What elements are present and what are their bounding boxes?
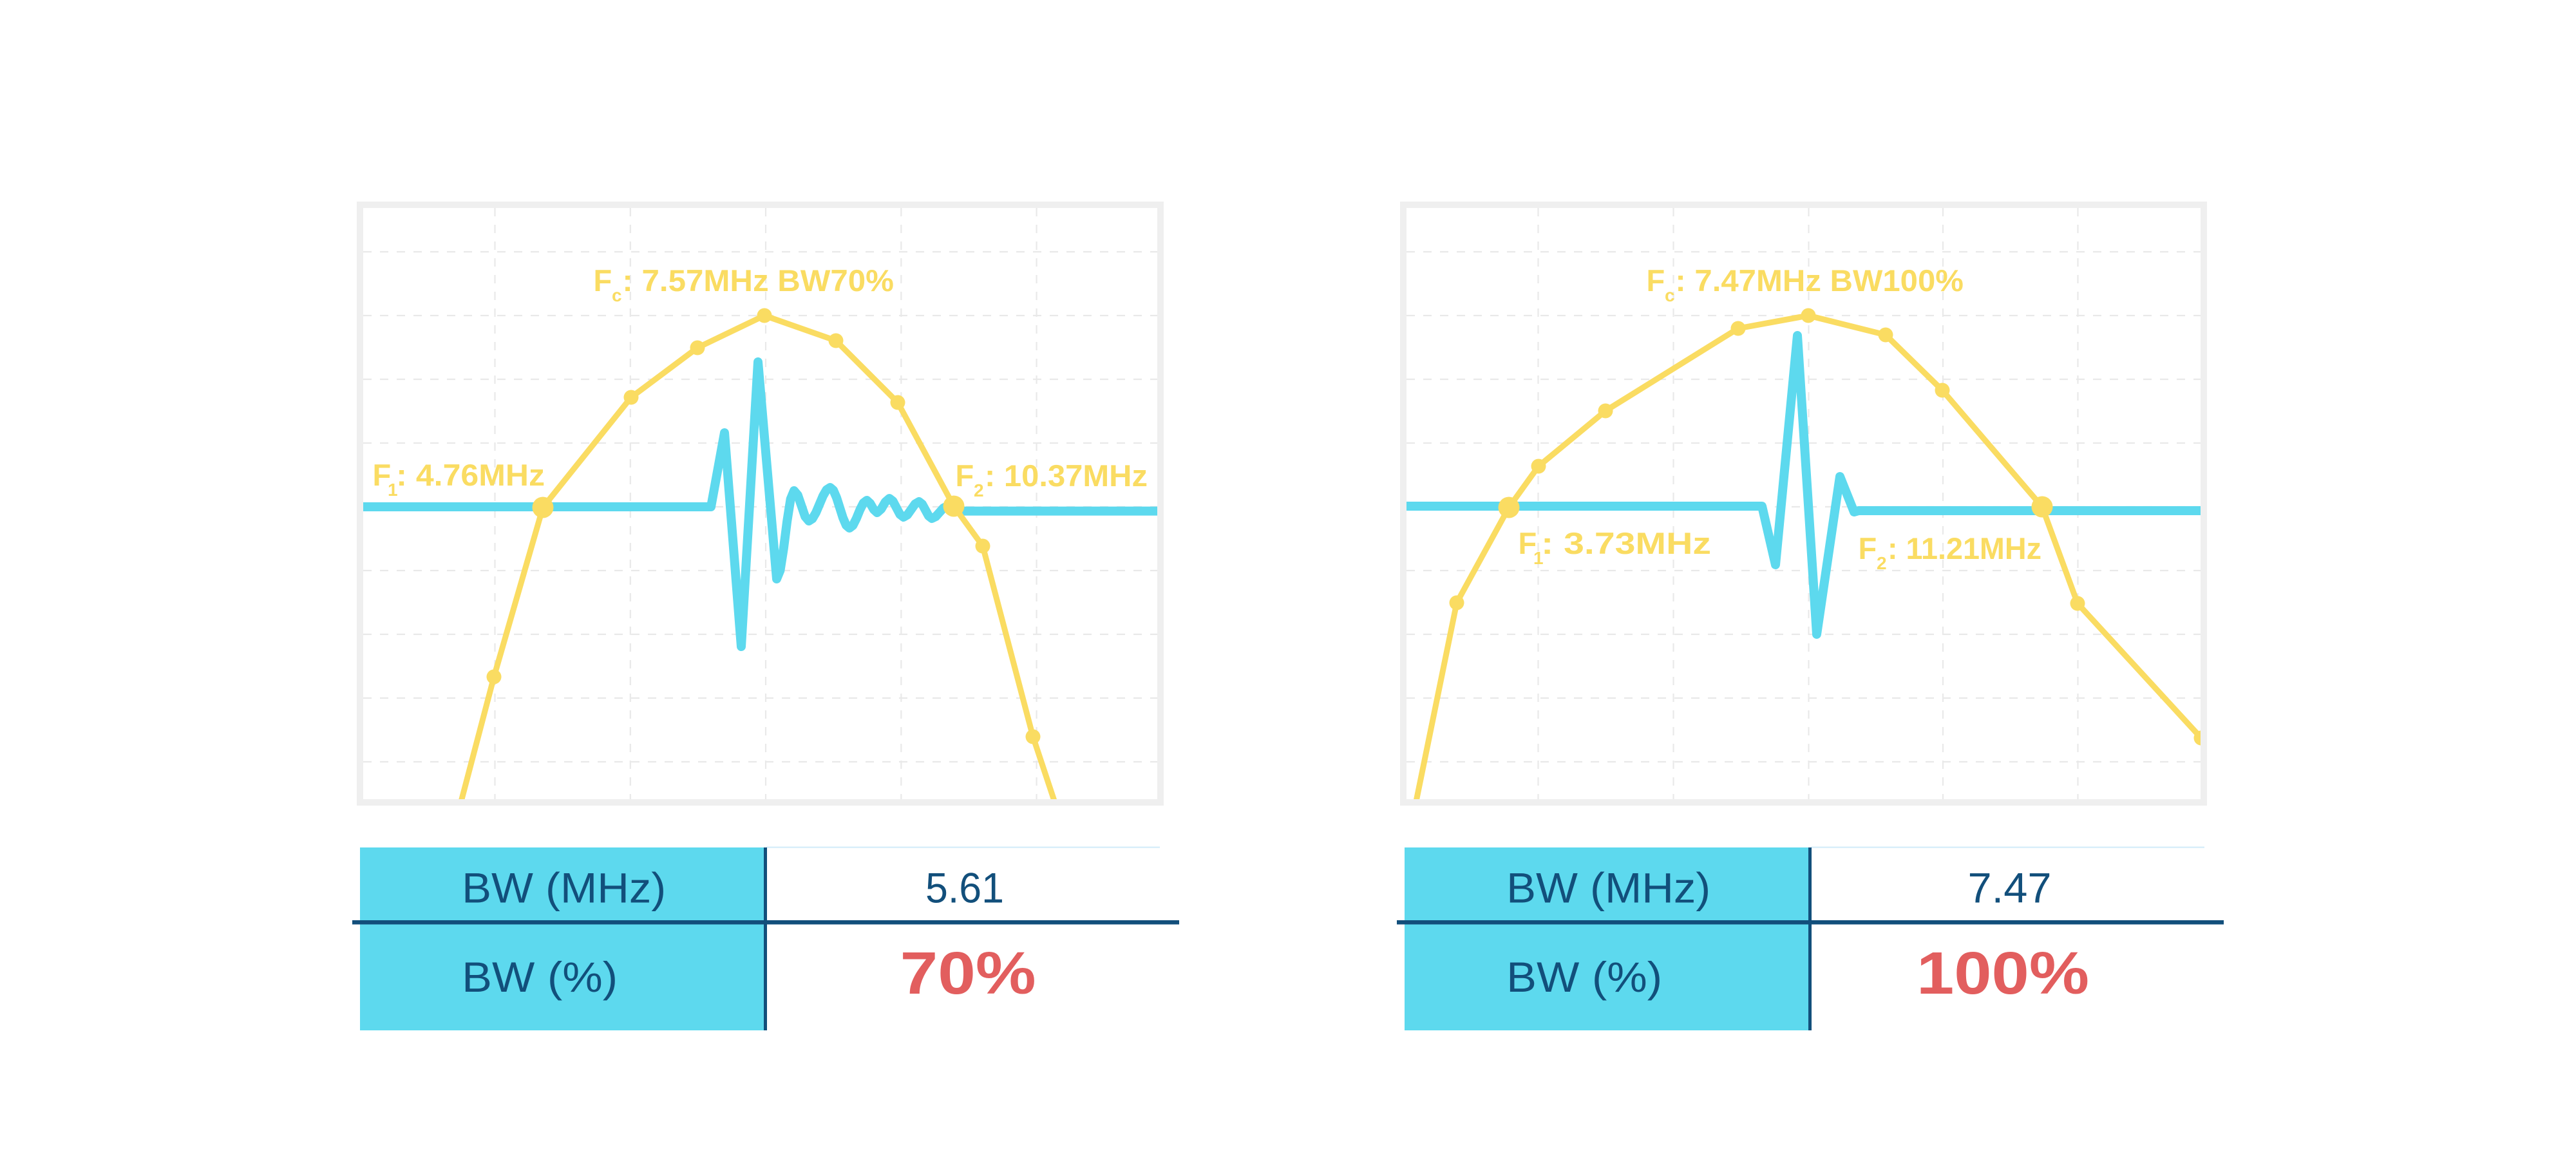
svg-text:: 4.76MHz: : 4.76MHz <box>396 458 545 492</box>
svg-text:1: 1 <box>1533 548 1544 568</box>
svg-text:F: F <box>956 459 974 493</box>
svg-text:BW (%): BW (%) <box>462 953 618 1001</box>
svg-text:F: F <box>594 263 612 298</box>
svg-text:c: c <box>612 285 622 305</box>
svg-text:F: F <box>1647 263 1665 298</box>
svg-text:: 3.73MHz: : 3.73MHz <box>1541 526 1711 560</box>
svg-text:7.47: 7.47 <box>1968 864 2052 912</box>
svg-text:F: F <box>373 458 392 492</box>
svg-text:F: F <box>1859 531 1877 565</box>
svg-text:: 7.47MHz BW100%: : 7.47MHz BW100% <box>1675 263 1964 298</box>
svg-text:100%: 100% <box>1917 940 2089 1007</box>
svg-text:F: F <box>1519 526 1537 560</box>
svg-text:5.61: 5.61 <box>925 864 1004 912</box>
svg-text:: 7.57MHz BW70%: : 7.57MHz BW70% <box>622 263 894 298</box>
svg-text:BW (MHz): BW (MHz) <box>1506 864 1710 912</box>
svg-text:c: c <box>1665 285 1675 305</box>
svg-text:BW (MHz): BW (MHz) <box>462 864 666 912</box>
svg-text:BW (%): BW (%) <box>1506 953 1662 1001</box>
svg-text:: 10.37MHz: : 10.37MHz <box>985 459 1148 493</box>
svg-text:1: 1 <box>388 480 398 500</box>
svg-text:70%: 70% <box>900 940 1036 1007</box>
svg-text:2: 2 <box>1877 553 1887 573</box>
svg-text:2: 2 <box>974 480 984 500</box>
svg-text:: 11.21MHz: : 11.21MHz <box>1888 531 2041 565</box>
